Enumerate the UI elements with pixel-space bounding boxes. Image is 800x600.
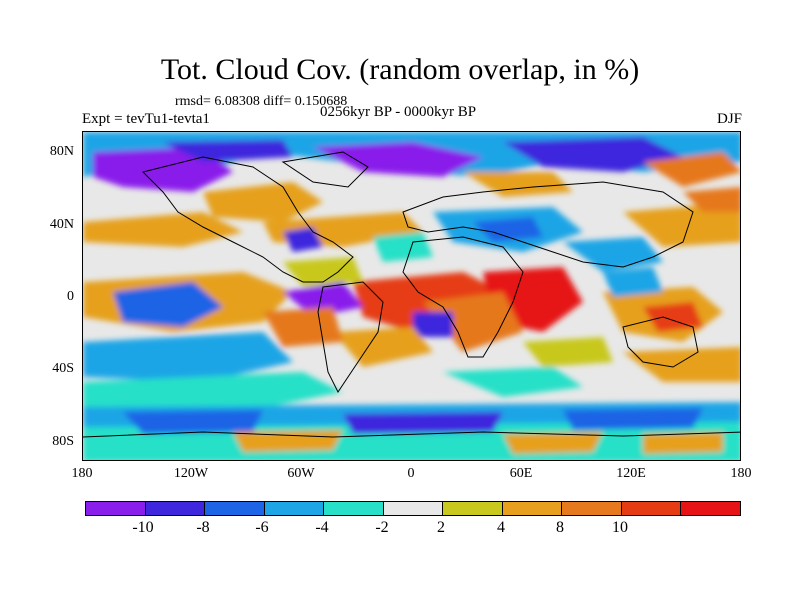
anomaly-map [82,131,741,461]
anomaly-field [83,132,740,460]
anomaly-patches [83,132,740,460]
colorbar-label: 4 [497,519,505,536]
lon-tick-label: 120W [173,466,209,481]
colorbar-swatch [621,502,682,515]
colorbar-swatch [383,502,444,515]
lat-tick-label: 40S [52,361,74,376]
colorbar-swatch [502,502,563,515]
colorbar-label: -2 [375,519,389,536]
lon-tick-label: 60W [287,466,315,481]
colorbar-label: -6 [255,519,269,536]
colorbar-label: -10 [132,519,154,536]
map-title: Tot. Cloud Cov. (random overlap, in %) [160,53,640,86]
colorbar-label: 2 [437,519,445,536]
colorbar-swatch [205,502,265,515]
season-label: DJF [716,111,742,127]
colorbar-swatch [562,502,622,515]
experiment-label: Expt = tevTu1-tevta1 [82,111,210,127]
lat-tick-label: 0 [67,289,74,304]
lat-tick-label: 40N [49,217,74,232]
colorbar-swatch [443,502,503,515]
colorbar-label: 8 [556,519,564,536]
lon-tick-label: 0 [407,466,415,481]
lat-tick-label: 80S [52,434,74,449]
lon-tick-label: 180 [730,466,752,481]
lon-tick-label: 120E [616,466,646,481]
colorbar-swatch [681,502,741,515]
colorbar-swatch [264,502,325,515]
colorbar-swatch [86,502,146,515]
lon-tick-label: 60E [509,466,533,481]
coastlines [83,151,740,438]
colorbar-label: -4 [315,519,329,536]
stats-line: rmsd= 6.08308 diff= 0.150688 [175,94,348,109]
lon-tick-label: 180 [71,466,93,481]
period-label: 0256kyr BP - 0000kyr BP [320,104,477,120]
lat-tick-label: 80N [49,144,74,159]
colorbar-swatch [324,502,384,515]
colorbar-swatch [145,502,206,515]
colorbar-label: 10 [612,519,628,536]
colorbar-label: -8 [196,519,210,536]
colorbar [85,501,741,516]
